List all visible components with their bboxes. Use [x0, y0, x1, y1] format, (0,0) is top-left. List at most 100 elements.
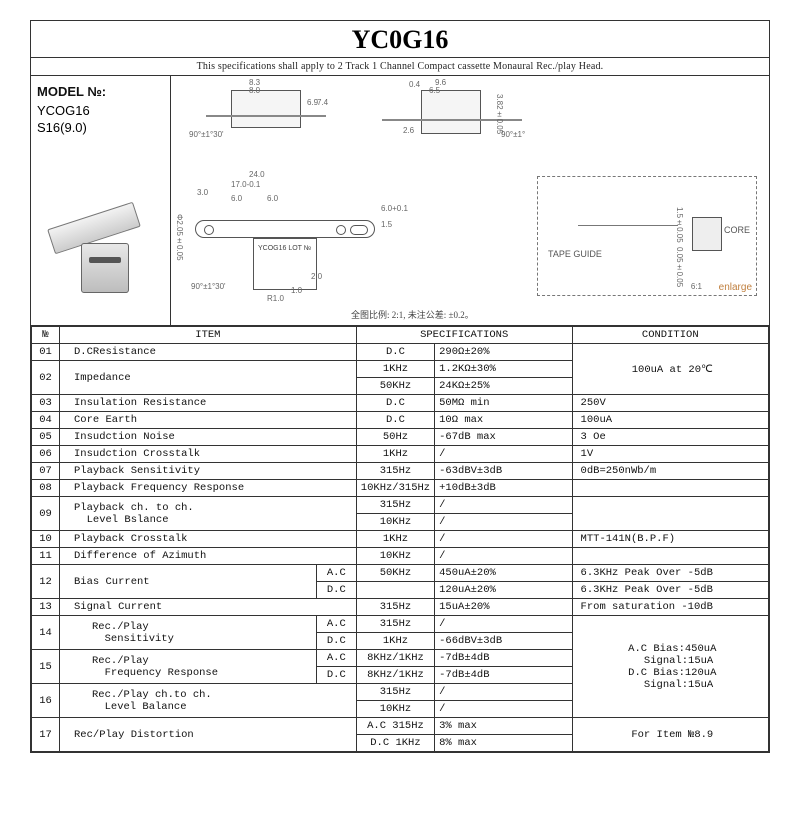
cell-item: Core Earth [60, 412, 357, 429]
cell-spec-sub: D.C [356, 395, 434, 412]
cell-spec-sub: 50KHz [356, 378, 434, 395]
cell-spec-val: / [435, 531, 572, 548]
cell-condition: 6.3KHz Peak Over -5dB [572, 565, 768, 582]
model-box: MODEL №: YCOG16 S16(9.0) [31, 76, 171, 325]
cell-spec-val: 50MΩ min [435, 395, 572, 412]
cell-no: 15 [32, 650, 60, 684]
cell-sub2: A.C [316, 565, 356, 582]
model-label: MODEL №: [37, 84, 164, 99]
cell-condition [572, 548, 768, 565]
cell-condition: MTT-141N(B.P.F) [572, 531, 768, 548]
table-row: 14Rec./Play SensitivityA.C315Hz/A.C Bias… [32, 616, 769, 633]
cell-spec-sub: 315Hz [356, 684, 434, 701]
model-value-2: S16(9.0) [37, 120, 164, 135]
cell-spec-sub: 315Hz [356, 463, 434, 480]
dim: 1.0 [291, 286, 302, 295]
cell-no: 08 [32, 480, 60, 497]
cell-spec-sub: 8KHz/1KHz [356, 667, 434, 684]
cell-sub2: D.C [316, 582, 356, 599]
dim: 2.6 [403, 126, 414, 135]
cell-spec-sub: 10KHz [356, 514, 434, 531]
dim: 90°±1° [501, 130, 525, 139]
cell-condition: 250V [572, 395, 768, 412]
cell-spec-val: 1.2KΩ±30% [435, 361, 572, 378]
cell-spec-val: / [435, 514, 572, 531]
dim: 2.0 [311, 272, 322, 281]
cell-condition [572, 480, 768, 497]
cell-no: 14 [32, 616, 60, 650]
enlarge-link[interactable]: enlarge [719, 282, 752, 293]
cell-spec-val: -63dBV±3dB [435, 463, 572, 480]
cell-item: Insudction Noise [60, 429, 357, 446]
cell-spec-val: / [435, 701, 572, 718]
cell-spec-sub: 10KHz [356, 548, 434, 565]
cell-no: 10 [32, 531, 60, 548]
cell-sub2: A.C [316, 616, 356, 633]
page-title: YC0G16 [31, 21, 769, 58]
cell-spec-val: 15uA±20% [435, 599, 572, 616]
cell-spec-sub [356, 582, 434, 599]
cell-spec-sub: 1KHz [356, 633, 434, 650]
col-spec: SPECIFICATIONS [356, 327, 572, 344]
table-row: 13Signal Current315Hz15uA±20%From satura… [32, 599, 769, 616]
dim: 6:1 [691, 282, 702, 291]
cell-no: 17 [32, 718, 60, 752]
cell-item: Bias Current [60, 565, 317, 599]
cell-no: 05 [32, 429, 60, 446]
table-row: 12Bias CurrentA.C50KHz450uA±20%6.3KHz Pe… [32, 565, 769, 582]
cell-condition [572, 497, 768, 531]
cell-condition: For Item №8.9 [572, 718, 768, 752]
cell-item: Insulation Resistance [60, 395, 357, 412]
cell-no: 12 [32, 565, 60, 599]
cell-item: Rec/Play Distortion [60, 718, 357, 752]
cell-item: Impedance [60, 361, 357, 395]
cell-item: Playback ch. to ch. Level Bslance [60, 497, 357, 531]
cell-spec-val: -67dB max [435, 429, 572, 446]
cell-item: Playback Sensitivity [60, 463, 357, 480]
table-row: 17Rec/Play DistortionA.C 315Hz3% maxFor … [32, 718, 769, 735]
cell-condition: 100uA [572, 412, 768, 429]
drawing-area: 8.3 8.0 6.9 7.4 90°±1°30' 9.6 6.5 0.4 3.… [171, 76, 769, 325]
cell-item: Insudction Crosstalk [60, 446, 357, 463]
drawing-section: MODEL №: YCOG16 S16(9.0) 8.3 8.0 6.9 7.4… [31, 76, 769, 326]
col-cond: CONDITION [572, 327, 768, 344]
cell-no: 06 [32, 446, 60, 463]
scale-note: 全图比例: 2:1, 未注公差: ±0.2。 [351, 308, 474, 321]
drawing-view-top [231, 90, 301, 128]
cell-spec-val: -7dB±4dB [435, 667, 572, 684]
cell-spec-sub: 1KHz [356, 446, 434, 463]
dim: 6.0 [231, 194, 242, 203]
cell-no: 02 [32, 361, 60, 395]
dim: 90°±1°30' [191, 282, 226, 291]
table-header-row: № ITEM SPECIFICATIONS CONDITION [32, 327, 769, 344]
drawing-view-side [421, 90, 481, 134]
cell-spec-sub: 50Hz [356, 429, 434, 446]
cell-spec-sub: 315Hz [356, 497, 434, 514]
dim: R1.0 [267, 294, 284, 303]
cell-sub2: D.C [316, 667, 356, 684]
cell-spec-val: -66dBV±3dB [435, 633, 572, 650]
dim: 17.0-0.1 [231, 180, 260, 189]
model-value-1: YCOG16 [37, 103, 164, 118]
cell-item: Rec./Play Sensitivity [60, 616, 317, 650]
cell-spec-sub: 315Hz [356, 599, 434, 616]
cell-spec-val: 24KΩ±25% [435, 378, 572, 395]
cell-spec-val: 8% max [435, 735, 572, 752]
cell-spec-val: / [435, 616, 572, 633]
dim: 6.5 [429, 86, 440, 95]
dim: 7.4 [317, 98, 328, 107]
dim: 24.0 [249, 170, 265, 179]
cell-item: Playback Frequency Response [60, 480, 357, 497]
cell-spec-val: / [435, 548, 572, 565]
cell-condition: 1V [572, 446, 768, 463]
dim: 0.05±0.05 [675, 247, 684, 287]
cell-sub2: A.C [316, 650, 356, 667]
cell-spec-val: 10Ω max [435, 412, 572, 429]
cell-spec-sub: 10KHz [356, 701, 434, 718]
cell-item: Rec./Play Frequency Response [60, 650, 317, 684]
dim: 1.5±0.05 [675, 207, 684, 243]
table-row: 05Insudction Noise50Hz-67dB max3 Oe [32, 429, 769, 446]
dim: 3.0 [197, 188, 208, 197]
cell-item: D.CResistance [60, 344, 357, 361]
cell-spec-val: 3% max [435, 718, 572, 735]
